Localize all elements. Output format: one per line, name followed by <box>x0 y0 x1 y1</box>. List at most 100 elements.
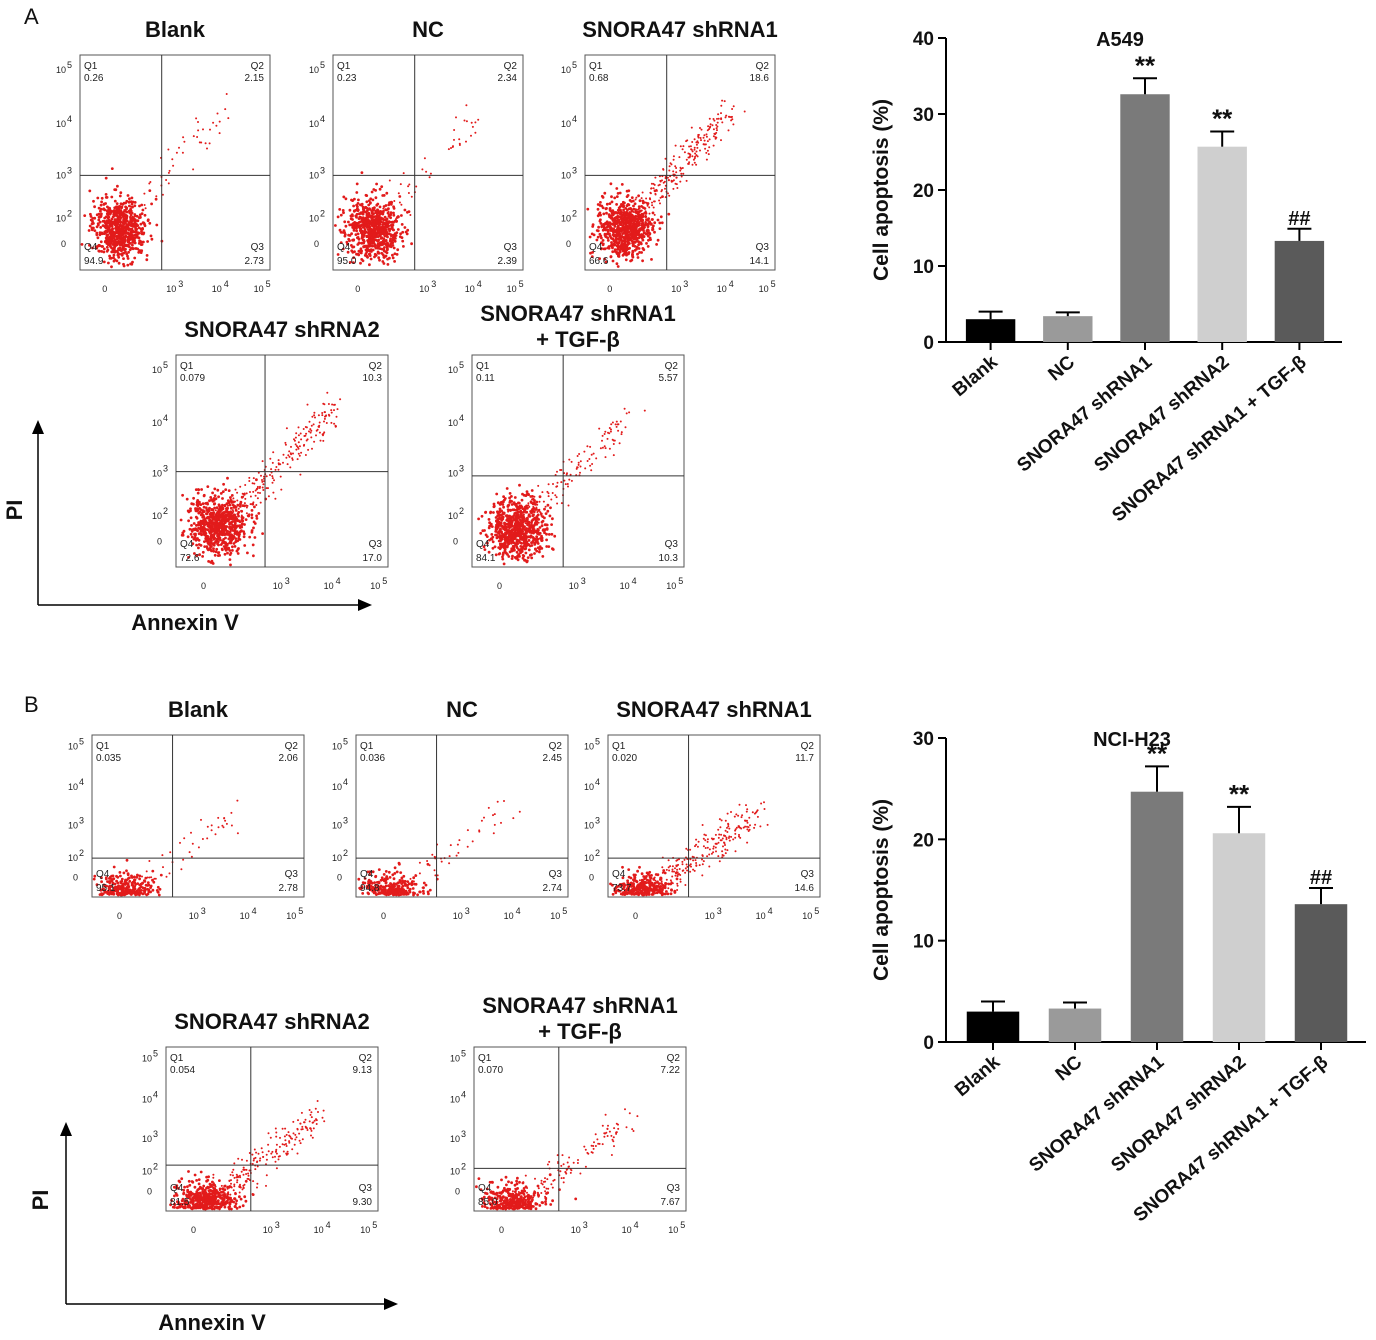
flow-event <box>397 893 401 897</box>
flow-event <box>372 207 376 211</box>
flow-plot-a-5: SNORA47 shRNA1+ TGF-βQ10.11Q25.57Q310.3Q… <box>448 301 685 591</box>
y-tick-exponent: 4 <box>459 413 464 423</box>
flow-event <box>527 504 530 507</box>
q1-value: 0.036 <box>360 753 385 764</box>
flow-event <box>150 202 154 206</box>
flow-event <box>637 231 641 235</box>
flow-event <box>347 220 350 224</box>
flow-event <box>381 217 385 221</box>
flow-event <box>366 244 369 248</box>
flow-event <box>393 252 397 256</box>
flow-event <box>547 483 550 486</box>
flow-event <box>510 530 514 533</box>
flow-event <box>621 218 624 221</box>
flow-event <box>522 513 525 516</box>
q3-label: Q3 <box>549 869 563 880</box>
flow-event <box>663 180 666 183</box>
flow-event <box>610 195 613 199</box>
flow-event <box>127 876 131 880</box>
flow-event <box>397 884 401 888</box>
flow-event <box>620 213 624 216</box>
flow-event <box>592 452 595 455</box>
y-tick-label: 10 <box>561 65 571 75</box>
flow-event <box>524 537 528 541</box>
flow-event <box>243 502 246 505</box>
flow-event <box>98 220 102 224</box>
flow-event <box>610 243 614 246</box>
flow-event <box>135 224 139 228</box>
x-tick-exponent: 4 <box>729 279 734 289</box>
flow-event <box>209 515 212 518</box>
flow-event <box>122 257 125 260</box>
y-tick-label: 0 <box>61 239 66 249</box>
flow-event <box>131 243 134 247</box>
flow-event <box>119 210 123 214</box>
flow-event <box>712 144 715 147</box>
flow-event <box>458 839 461 842</box>
flow-event <box>400 236 404 240</box>
flow-event <box>210 523 214 527</box>
flow-event <box>202 509 205 513</box>
flow-event <box>503 542 507 546</box>
flow-event <box>541 519 545 523</box>
q4-value: 66.6 <box>589 256 609 267</box>
flow-event <box>642 231 646 235</box>
flow-arrows-b: PI Annexin V <box>28 1122 398 1335</box>
flow-event <box>385 191 389 195</box>
flow-event <box>508 499 512 503</box>
flow-event <box>194 532 197 536</box>
flow-event <box>652 187 655 190</box>
flow-event <box>365 213 369 217</box>
flow-event <box>253 536 257 539</box>
x-tick-label: 10 <box>465 284 475 294</box>
flow-event <box>216 112 219 115</box>
flow-event <box>391 228 395 232</box>
flow-event <box>134 227 138 231</box>
flow-event <box>641 238 645 242</box>
flow-event <box>104 176 108 180</box>
x-tick-label: 0 <box>117 911 122 921</box>
flow-event <box>625 230 628 234</box>
flow-event <box>99 207 103 211</box>
flow-event <box>315 429 318 432</box>
flow-event <box>201 515 205 519</box>
flow-event <box>433 869 436 872</box>
flow-event <box>214 539 218 543</box>
flow-event <box>110 195 114 199</box>
flow-event <box>672 179 675 182</box>
flow-event <box>549 506 552 510</box>
flow-event <box>217 495 221 499</box>
flow-event <box>342 195 346 199</box>
flow-event <box>110 265 113 269</box>
flow-event <box>229 563 232 567</box>
y-tick-label: 10 <box>448 365 458 375</box>
flow-event <box>477 517 480 521</box>
flow-event <box>465 120 468 123</box>
flow-event <box>206 837 209 840</box>
flow-event <box>297 434 300 437</box>
flow-event <box>167 182 170 185</box>
flow-event <box>121 211 125 214</box>
q4-value: 94.8 <box>360 883 380 894</box>
flow-event <box>99 203 103 207</box>
flow-event <box>382 227 385 229</box>
flow-event <box>612 239 616 243</box>
flow-event <box>613 225 617 228</box>
flow-event <box>389 211 393 215</box>
flow-event <box>226 507 229 510</box>
flow-event <box>217 543 220 547</box>
flow-event <box>136 231 140 235</box>
flow-event <box>139 215 142 218</box>
flow-event <box>98 233 102 237</box>
flow-event <box>229 506 233 510</box>
flow-event <box>618 246 622 249</box>
flow-event <box>392 213 396 217</box>
flow-event <box>130 211 134 215</box>
flow-event <box>635 229 638 232</box>
flow-event <box>261 479 263 481</box>
flow-event <box>344 197 348 201</box>
flow-event <box>222 525 226 529</box>
flow-event <box>196 508 200 512</box>
x-tick-label: 0 <box>102 284 107 294</box>
flow-event <box>601 239 605 242</box>
